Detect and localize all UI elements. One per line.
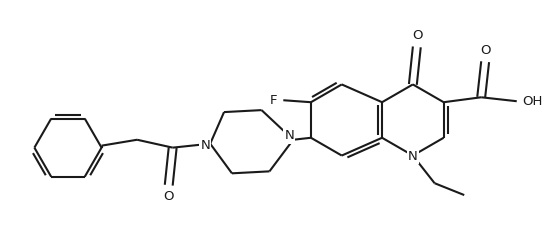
Text: F: F: [270, 94, 277, 107]
Text: O: O: [412, 29, 423, 42]
Text: N: N: [201, 139, 210, 152]
Text: N: N: [408, 150, 418, 163]
Text: N: N: [285, 129, 294, 142]
Text: O: O: [164, 189, 174, 203]
Text: O: O: [480, 44, 491, 57]
Text: OH: OH: [522, 95, 542, 108]
